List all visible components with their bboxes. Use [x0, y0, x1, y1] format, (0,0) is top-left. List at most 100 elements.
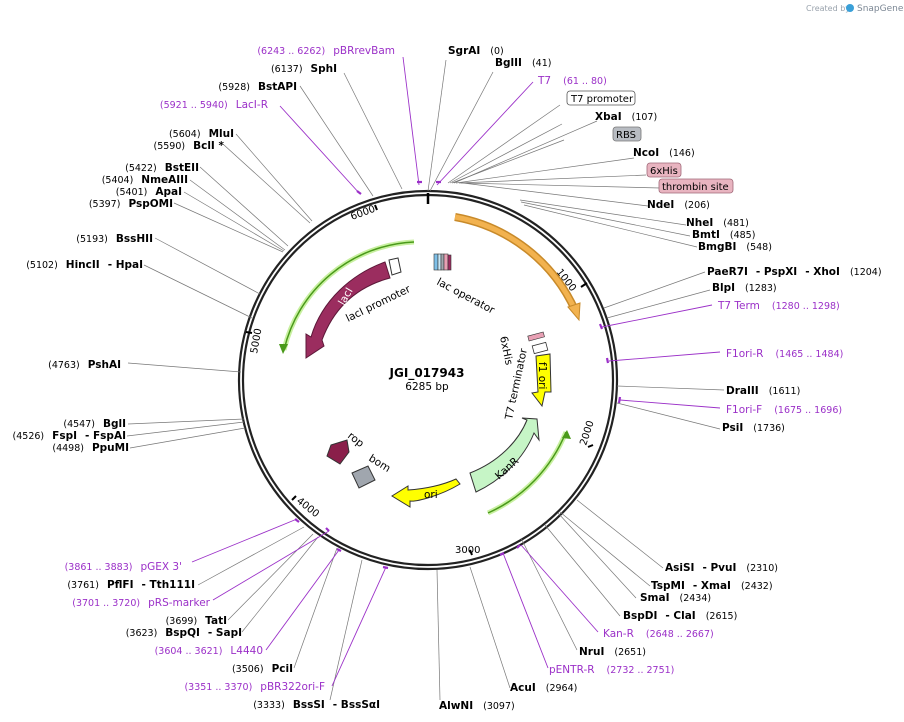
svg-text:(5102)HincII- HpaI: (5102) HincII - HpaI — [26, 259, 143, 271]
enzyme-apai[interactable]: ApaI — [155, 186, 182, 198]
enzyme-alwni-pos: (3097) — [483, 701, 515, 712]
enzyme-hincii-pos: (5102) — [26, 260, 58, 271]
feature-rop[interactable] — [326, 439, 350, 465]
enzyme-psii[interactable]: PsiI — [722, 422, 743, 434]
primer-pbr322ori-f[interactable]: pBR322ori-F — [260, 681, 325, 693]
enzyme-xhoi[interactable]: - XhoI — [805, 266, 840, 278]
enzyme-tth111i[interactable]: - Tth111I — [142, 579, 196, 591]
primer-pbrrevbam[interactable]: pBRrevBam — [333, 45, 395, 57]
primer-pentr-r[interactable]: pENTR-R — [549, 664, 595, 676]
enzyme-pflfi[interactable]: PflFI — [107, 579, 134, 591]
primer-f1ori-r[interactable]: F1ori-R — [726, 348, 763, 360]
enzyme-pcii[interactable]: PciI — [272, 663, 293, 675]
enzyme-bglii[interactable]: BglII — [495, 57, 522, 69]
enzyme-bstapi[interactable]: BstAPI — [258, 81, 297, 93]
enzyme-bsssi[interactable]: BssSI — [293, 699, 325, 711]
primer-pbrrevbam-pos: (6243 .. 6262) — [257, 46, 325, 57]
enzyme-pflfi-pos: (3761) — [67, 580, 99, 591]
enzyme-blpi[interactable]: BlpI — [712, 282, 735, 294]
enzyme-bspqi[interactable]: BspQI — [165, 627, 200, 639]
svg-text:XbaI(107): XbaI (107) — [595, 111, 657, 123]
svg-text:(3506)PciI: (3506) PciI — [232, 663, 293, 675]
enzyme-bgli[interactable]: BglI — [103, 418, 126, 430]
primer-f1ori-r-pos: (1465 .. 1484) — [775, 349, 843, 360]
label-box-thrombin-site[interactable] — [658, 178, 734, 194]
enzyme-sgrai[interactable]: SgrAI — [448, 45, 480, 57]
enzyme-mlui[interactable]: MluI — [209, 128, 234, 140]
label-box-t7-promoter[interactable] — [566, 90, 636, 106]
enzyme-nmeaiii[interactable]: NmeAIII — [141, 174, 188, 186]
enzyme-bspdi[interactable]: BspDI — [623, 610, 657, 622]
enzyme-nhei[interactable]: NheI — [686, 217, 713, 229]
primer-l4440[interactable]: L4440 — [230, 645, 263, 657]
svg-text:(5193)BssHII: (5193) BssHII — [76, 233, 153, 245]
feature-insert-arrowhead[interactable] — [567, 302, 581, 322]
enzyme-clai[interactable]: - ClaI — [665, 610, 695, 622]
enzyme-tati[interactable]: TatI — [205, 615, 227, 627]
label-box-rbs[interactable] — [612, 126, 642, 142]
feature-f1-ori[interactable] — [531, 353, 552, 408]
enzyme-hincii[interactable]: HincII — [66, 259, 100, 271]
enzyme-nrui[interactable]: NruI — [579, 646, 604, 658]
enzyme-ppumi[interactable]: PpuMI — [92, 442, 129, 454]
feature-laci[interactable] — [305, 261, 391, 359]
enzyme-asisi[interactable]: AsiSI — [665, 562, 694, 574]
enzyme-pspomi-pos: (5397) — [89, 199, 121, 210]
enzyme-bsshii[interactable]: BssHII — [116, 233, 153, 245]
enzyme-pspomi[interactable]: PspOMI — [128, 198, 173, 210]
enzyme-tspmi[interactable]: TspMI — [651, 580, 685, 592]
primer-kan-r[interactable]: Kan-R — [603, 628, 634, 640]
enzyme-alwni[interactable]: AlwNI — [439, 700, 473, 712]
feature-laci-arc-head — [279, 344, 288, 354]
enzyme-paer7i-pos: (1204) — [850, 267, 882, 278]
feature-laci-arc — [283, 241, 415, 351]
enzyme-xbai[interactable]: XbaI — [595, 111, 622, 123]
svg-text:NheI(481): NheI (481) — [686, 217, 749, 229]
enzyme-pvui[interactable]: - PvuI — [702, 562, 736, 574]
primer-t7[interactable]: T7 — [537, 75, 551, 87]
primer-pgex3[interactable]: pGEX 3' — [140, 561, 182, 573]
primer-f1ori-f[interactable]: F1ori-F — [726, 404, 762, 416]
primer-prs-marker[interactable]: pRS-marker — [148, 597, 211, 609]
feature-his-inner-box[interactable] — [527, 331, 545, 342]
svg-text:(3861 .. 3883)pGEX 3': (3861 .. 3883) pGEX 3' — [65, 561, 182, 573]
enzyme-bmgbi[interactable]: BmgBI — [698, 241, 736, 253]
enzyme-bspdi-pos: (2615) — [706, 611, 738, 622]
enzyme-draiii[interactable]: DraIII — [726, 385, 759, 397]
enzyme-xmai[interactable]: - XmaI — [693, 580, 731, 592]
enzyme-acui[interactable]: AcuI — [510, 682, 536, 694]
enzyme-bstapi-pos: (5928) — [218, 82, 250, 93]
feature-t7-terminator-box[interactable] — [531, 341, 549, 355]
label-6xhis: 6xHis — [650, 166, 678, 177]
enzyme-sphi[interactable]: SphI — [311, 63, 337, 75]
enzyme-sapi[interactable]: - SapI — [208, 627, 242, 639]
enzyme-bsteii[interactable]: BstEII — [165, 162, 199, 174]
tick-marks — [245, 204, 594, 556]
enzyme-ncoi[interactable]: NcoI — [633, 147, 659, 159]
enzyme-apai-pos: (5401) — [116, 187, 148, 198]
enzyme-fspai[interactable]: - FspAI — [85, 430, 126, 442]
enzyme-fspi[interactable]: FspI — [52, 430, 77, 442]
svg-text:TspMI- XmaI(2432): TspMI - XmaI (2432) — [651, 580, 773, 592]
enzyme-bcli[interactable]: BclI * — [193, 140, 224, 152]
primer-t7-term[interactable]: T7 Term — [717, 300, 760, 312]
enzyme-bmti[interactable]: BmtI — [692, 229, 720, 241]
label-box-6xhis[interactable] — [646, 162, 682, 178]
feature-bom[interactable] — [351, 465, 376, 489]
svg-text:BglII(41): BglII (41) — [495, 57, 551, 69]
enzyme-ndei[interactable]: NdeI — [647, 199, 674, 211]
enzyme-tati-pos: (3699) — [166, 616, 198, 627]
enzyme-paer7i[interactable]: PaeR7I — [707, 266, 748, 278]
feature-ori[interactable] — [391, 478, 461, 508]
feature-laci-promoter-box[interactable] — [388, 257, 402, 276]
primer-laci-r[interactable]: LacI-R — [236, 99, 268, 111]
enzyme-hpai[interactable]: - HpaI — [108, 259, 143, 271]
enzyme-pshai[interactable]: PshAI — [88, 359, 121, 371]
feature-lac-operator-cluster[interactable] — [433, 253, 452, 271]
enzyme-smai[interactable]: SmaI — [640, 592, 670, 604]
svg-text:T7(61 .. 80): T7 (61 .. 80) — [537, 75, 607, 87]
feature-kanr[interactable] — [469, 417, 540, 493]
enzyme-bsssai[interactable]: - BssSαI — [333, 699, 380, 711]
enzyme-pspxi[interactable]: - PspXI — [756, 266, 797, 278]
enzyme-bglii-pos: (41) — [532, 58, 552, 69]
